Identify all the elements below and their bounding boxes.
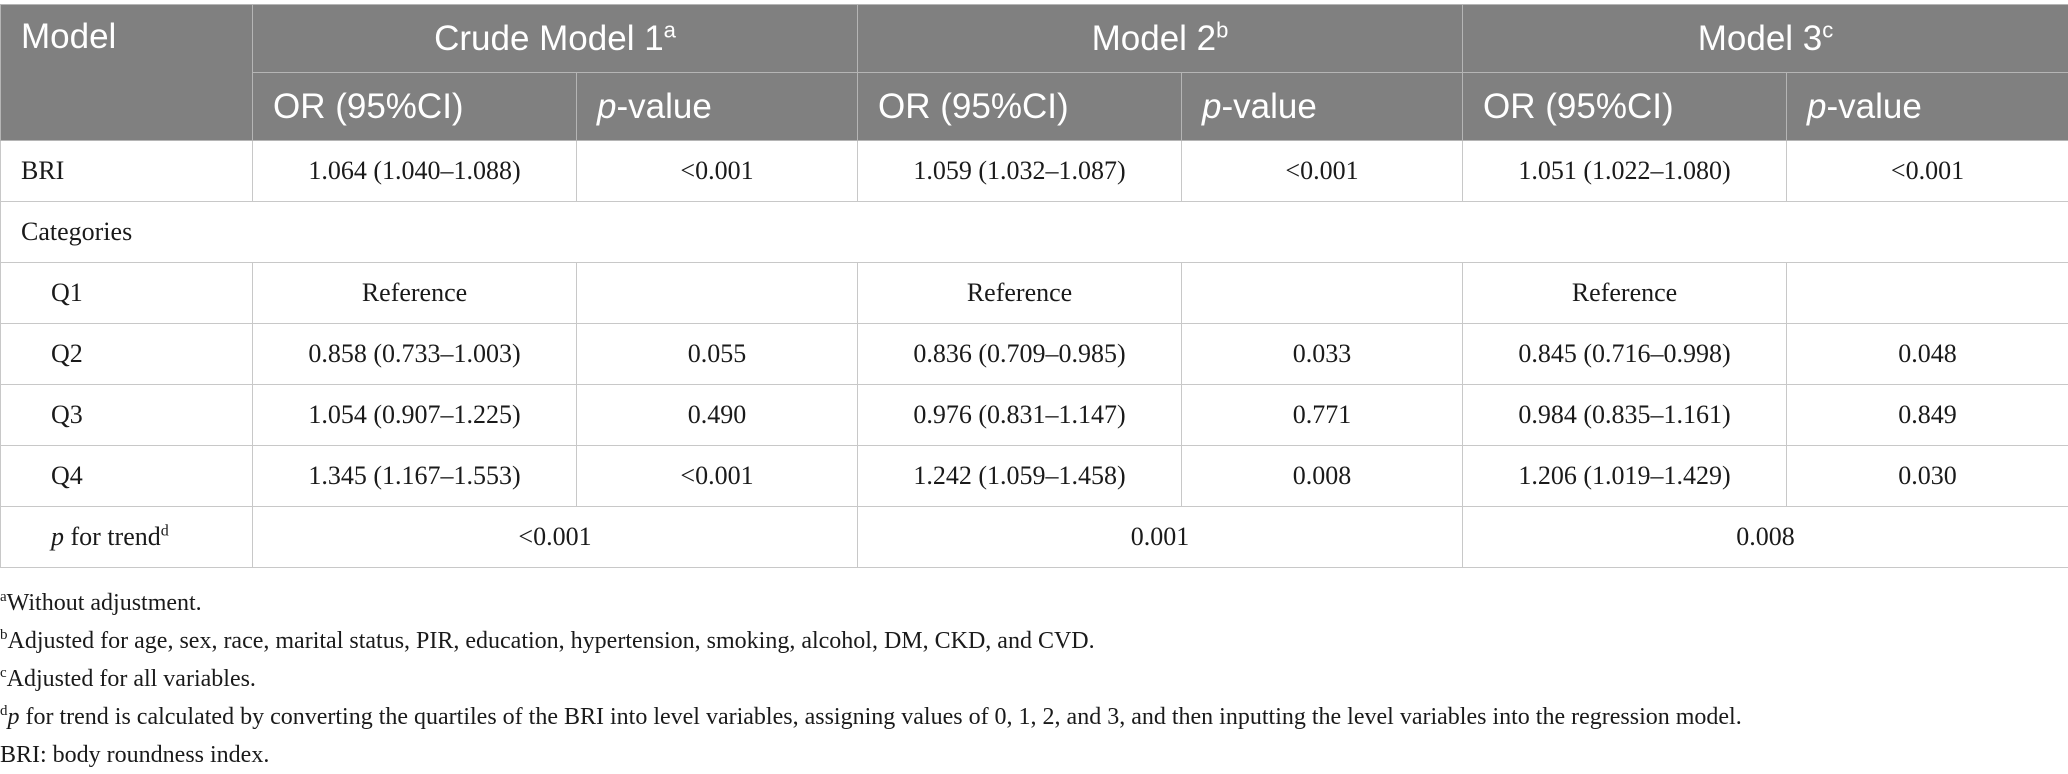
- footnote-text: for trend is calculated by converting th…: [20, 704, 1742, 730]
- footnote-mark-d: d: [161, 522, 169, 539]
- crude-model-1-header: Crude Model 1a: [253, 5, 858, 73]
- p-italic: p: [51, 522, 64, 551]
- m3-p-cell: [1787, 263, 2068, 324]
- crude-model-1-label: Crude Model 1: [434, 19, 664, 58]
- table-header: Model Crude Model 1a Model 2b Model 3c O…: [1, 5, 2068, 141]
- odds-ratio-table: Model Crude Model 1a Model 2b Model 3c O…: [0, 4, 2068, 568]
- row-label: Q4: [1, 446, 253, 507]
- m1-p-cell: <0.001: [577, 446, 858, 507]
- m2-or-header: OR (95%CI): [858, 73, 1182, 141]
- m2-or-cell: Reference: [858, 263, 1182, 324]
- m2-trend-cell: 0.001: [858, 507, 1463, 568]
- table-body: BRI 1.064 (1.040–1.088) <0.001 1.059 (1.…: [1, 141, 2068, 568]
- footnote-b: bAdjusted for age, sex, race, marital st…: [0, 622, 2068, 660]
- m1-p-cell: 0.055: [577, 324, 858, 385]
- p-italic: p: [8, 704, 20, 730]
- m2-p-cell: [1182, 263, 1463, 324]
- m3-p-header: p-value: [1787, 73, 2068, 141]
- m1-or-cell: 0.858 (0.733–1.003): [253, 324, 577, 385]
- m1-or-cell: 1.345 (1.167–1.553): [253, 446, 577, 507]
- row-label: Q2: [1, 324, 253, 385]
- p-italic: p: [597, 87, 616, 126]
- table-row-q4: Q4 1.345 (1.167–1.553) <0.001 1.242 (1.0…: [1, 446, 2068, 507]
- m3-p-cell: 0.849: [1787, 385, 2068, 446]
- footnote-mark-b: b: [1216, 17, 1228, 42]
- table-row-categories: Categories: [1, 202, 2068, 263]
- footnote-mark: a: [0, 589, 7, 605]
- m3-p-cell: <0.001: [1787, 141, 2068, 202]
- m2-p-cell: 0.033: [1182, 324, 1463, 385]
- p-value-suffix: -value: [1826, 87, 1921, 126]
- or-header-label: OR (95%CI): [273, 87, 464, 126]
- m2-p-cell: 0.008: [1182, 446, 1463, 507]
- table-row-q2: Q2 0.858 (0.733–1.003) 0.055 0.836 (0.70…: [1, 324, 2068, 385]
- m3-trend-cell: 0.008: [1463, 507, 2068, 568]
- m3-or-cell: Reference: [1463, 263, 1787, 324]
- m3-p-cell: 0.030: [1787, 446, 2068, 507]
- m3-or-cell: 0.984 (0.835–1.161): [1463, 385, 1787, 446]
- model-3-label: Model 3: [1698, 19, 1823, 58]
- m1-trend-cell: <0.001: [253, 507, 858, 568]
- m1-or-header: OR (95%CI): [253, 73, 577, 141]
- footnote-mark-c: c: [1822, 17, 1833, 42]
- m2-or-cell: 0.976 (0.831–1.147): [858, 385, 1182, 446]
- model-column-header: Model: [1, 5, 253, 141]
- table-row-trend: p for trendd <0.001 0.001 0.008: [1, 507, 2068, 568]
- footnote-text: Adjusted for age, sex, race, marital sta…: [8, 628, 1095, 654]
- p-value-suffix: -value: [1221, 87, 1316, 126]
- categories-label: Categories: [1, 202, 2068, 263]
- m1-or-cell: 1.064 (1.040–1.088): [253, 141, 577, 202]
- footnote-a: aWithout adjustment.: [0, 584, 2068, 622]
- m1-p-cell: 0.490: [577, 385, 858, 446]
- footnote-c: cAdjusted for all variables.: [0, 660, 2068, 698]
- m2-p-header: p-value: [1182, 73, 1463, 141]
- m3-p-cell: 0.048: [1787, 324, 2068, 385]
- p-value-suffix: -value: [616, 87, 711, 126]
- footnote-mark: d: [0, 703, 8, 719]
- m3-or-cell: 0.845 (0.716–0.998): [1463, 324, 1787, 385]
- trend-label-text: for trend: [64, 522, 161, 551]
- model-header-label: Model: [21, 17, 116, 56]
- row-label: Q1: [1, 263, 253, 324]
- m1-p-header: p-value: [577, 73, 858, 141]
- m3-or-header: OR (95%CI): [1463, 73, 1787, 141]
- model-2-label: Model 2: [1092, 19, 1217, 58]
- model-3-header: Model 3c: [1463, 5, 2068, 73]
- header-row-measures: OR (95%CI) p-value OR (95%CI) p-value OR…: [1, 73, 2068, 141]
- m2-or-cell: 1.242 (1.059–1.458): [858, 446, 1182, 507]
- abbreviation-text: BRI: body roundness index.: [0, 742, 269, 768]
- m2-p-cell: <0.001: [1182, 141, 1463, 202]
- row-label: Q3: [1, 385, 253, 446]
- p-italic: p: [1202, 87, 1221, 126]
- table-row-bri: BRI 1.064 (1.040–1.088) <0.001 1.059 (1.…: [1, 141, 2068, 202]
- m1-or-cell: Reference: [253, 263, 577, 324]
- m3-or-cell: 1.051 (1.022–1.080): [1463, 141, 1787, 202]
- footnote-mark: b: [0, 627, 8, 643]
- table-footnotes: aWithout adjustment. bAdjusted for age, …: [0, 584, 2068, 774]
- m1-p-cell: <0.001: [577, 141, 858, 202]
- table-row-q3: Q3 1.054 (0.907–1.225) 0.490 0.976 (0.83…: [1, 385, 2068, 446]
- or-header-label: OR (95%CI): [1483, 87, 1674, 126]
- footnote-text: Without adjustment.: [7, 590, 202, 616]
- footnote-text: Adjusted for all variables.: [7, 666, 256, 692]
- m2-or-cell: 1.059 (1.032–1.087): [858, 141, 1182, 202]
- row-label: BRI: [1, 141, 253, 202]
- trend-row-label: p for trendd: [1, 507, 253, 568]
- footnote-mark: c: [0, 665, 7, 681]
- m2-p-cell: 0.771: [1182, 385, 1463, 446]
- m3-or-cell: 1.206 (1.019–1.429): [1463, 446, 1787, 507]
- or-header-label: OR (95%CI): [878, 87, 1069, 126]
- m1-p-cell: [577, 263, 858, 324]
- model-2-header: Model 2b: [858, 5, 1463, 73]
- abbreviation-note: BRI: body roundness index.: [0, 736, 2068, 774]
- m1-or-cell: 1.054 (0.907–1.225): [253, 385, 577, 446]
- p-italic: p: [1807, 87, 1826, 126]
- table-row-q1: Q1 Reference Reference Reference: [1, 263, 2068, 324]
- footnote-d: dp for trend is calculated by converting…: [0, 698, 2068, 736]
- footnote-mark-a: a: [664, 17, 676, 42]
- m2-or-cell: 0.836 (0.709–0.985): [858, 324, 1182, 385]
- header-row-models: Model Crude Model 1a Model 2b Model 3c: [1, 5, 2068, 73]
